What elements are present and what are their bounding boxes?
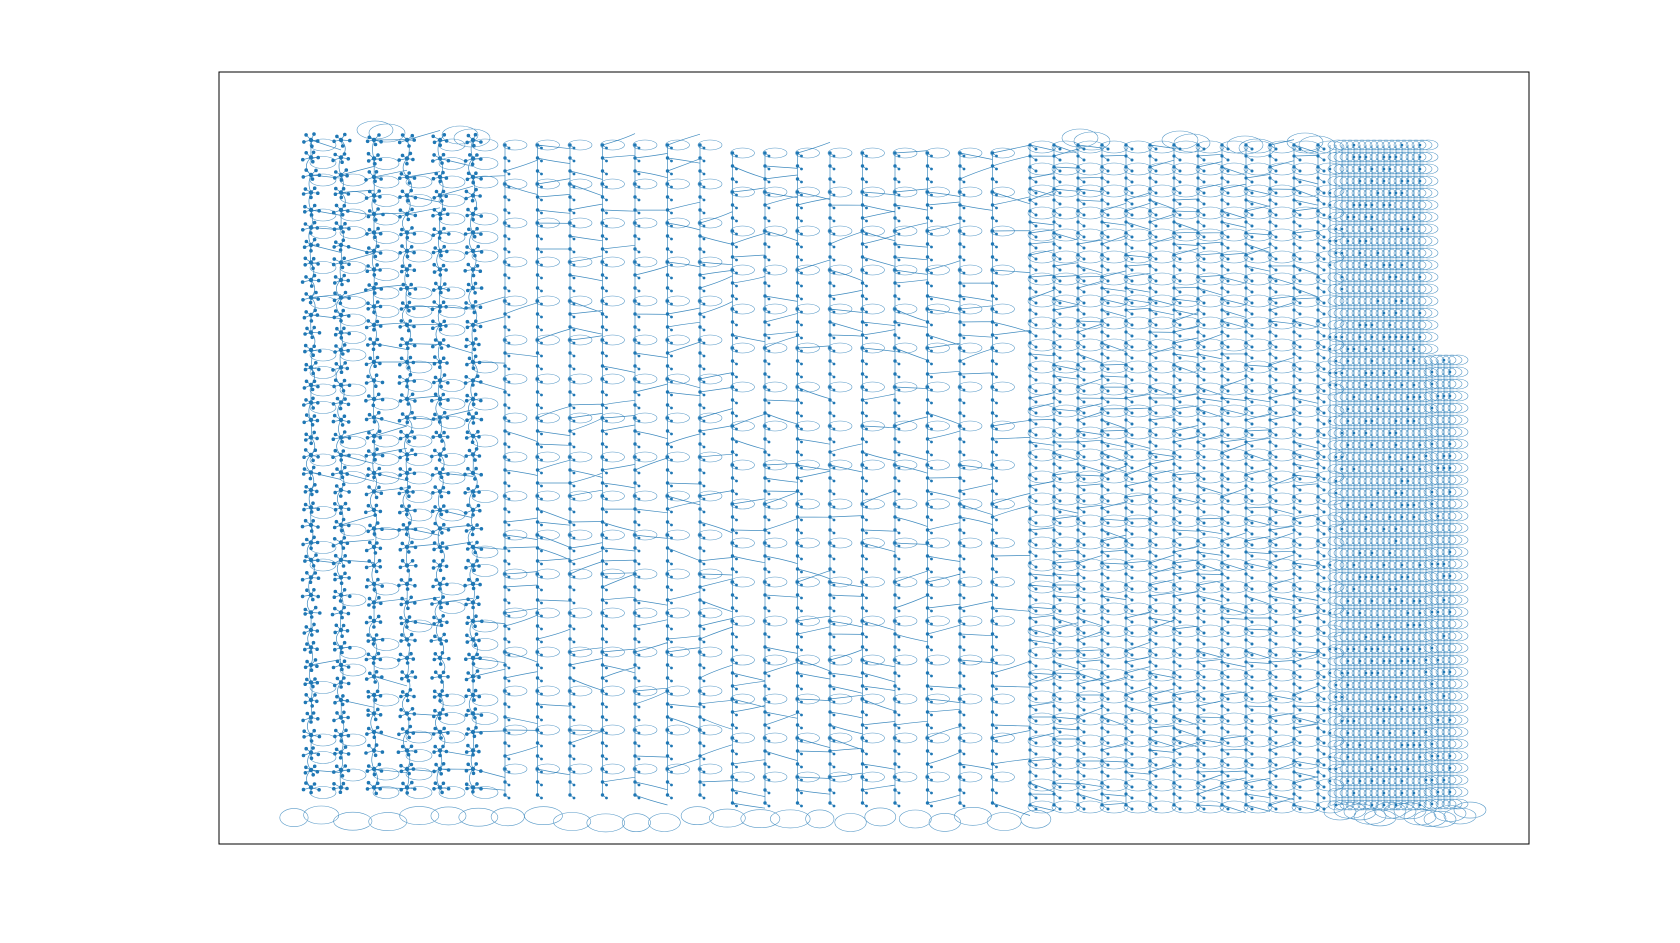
plot-frame — [218, 71, 1530, 845]
graph-layer — [279, 120, 1487, 833]
graph-edges — [302, 130, 1451, 816]
